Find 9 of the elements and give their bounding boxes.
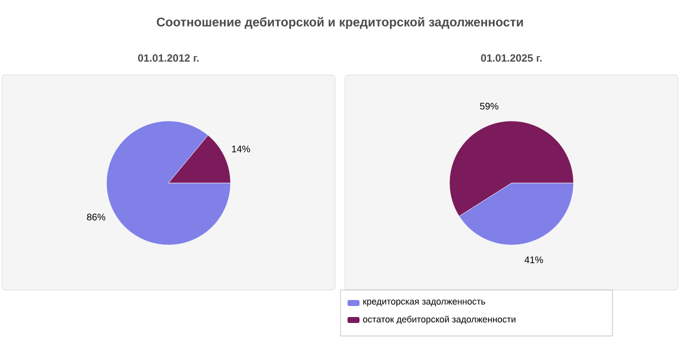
data-label: 86% — [87, 214, 106, 220]
chart-title: 01.01.2012 г. — [138, 54, 199, 62]
chart-title: 01.01.2025 г. — [481, 54, 542, 62]
data-label: 14% — [232, 146, 250, 152]
legend-label: кредиторская задолженность — [363, 300, 486, 306]
legend-label: остаток дебиторской задолженности — [363, 316, 516, 324]
data-label: 59% — [480, 102, 498, 110]
data-label: 41% — [524, 256, 543, 264]
text: Соотношение дебиторской и кредиторской задолженности — [156, 17, 523, 29]
